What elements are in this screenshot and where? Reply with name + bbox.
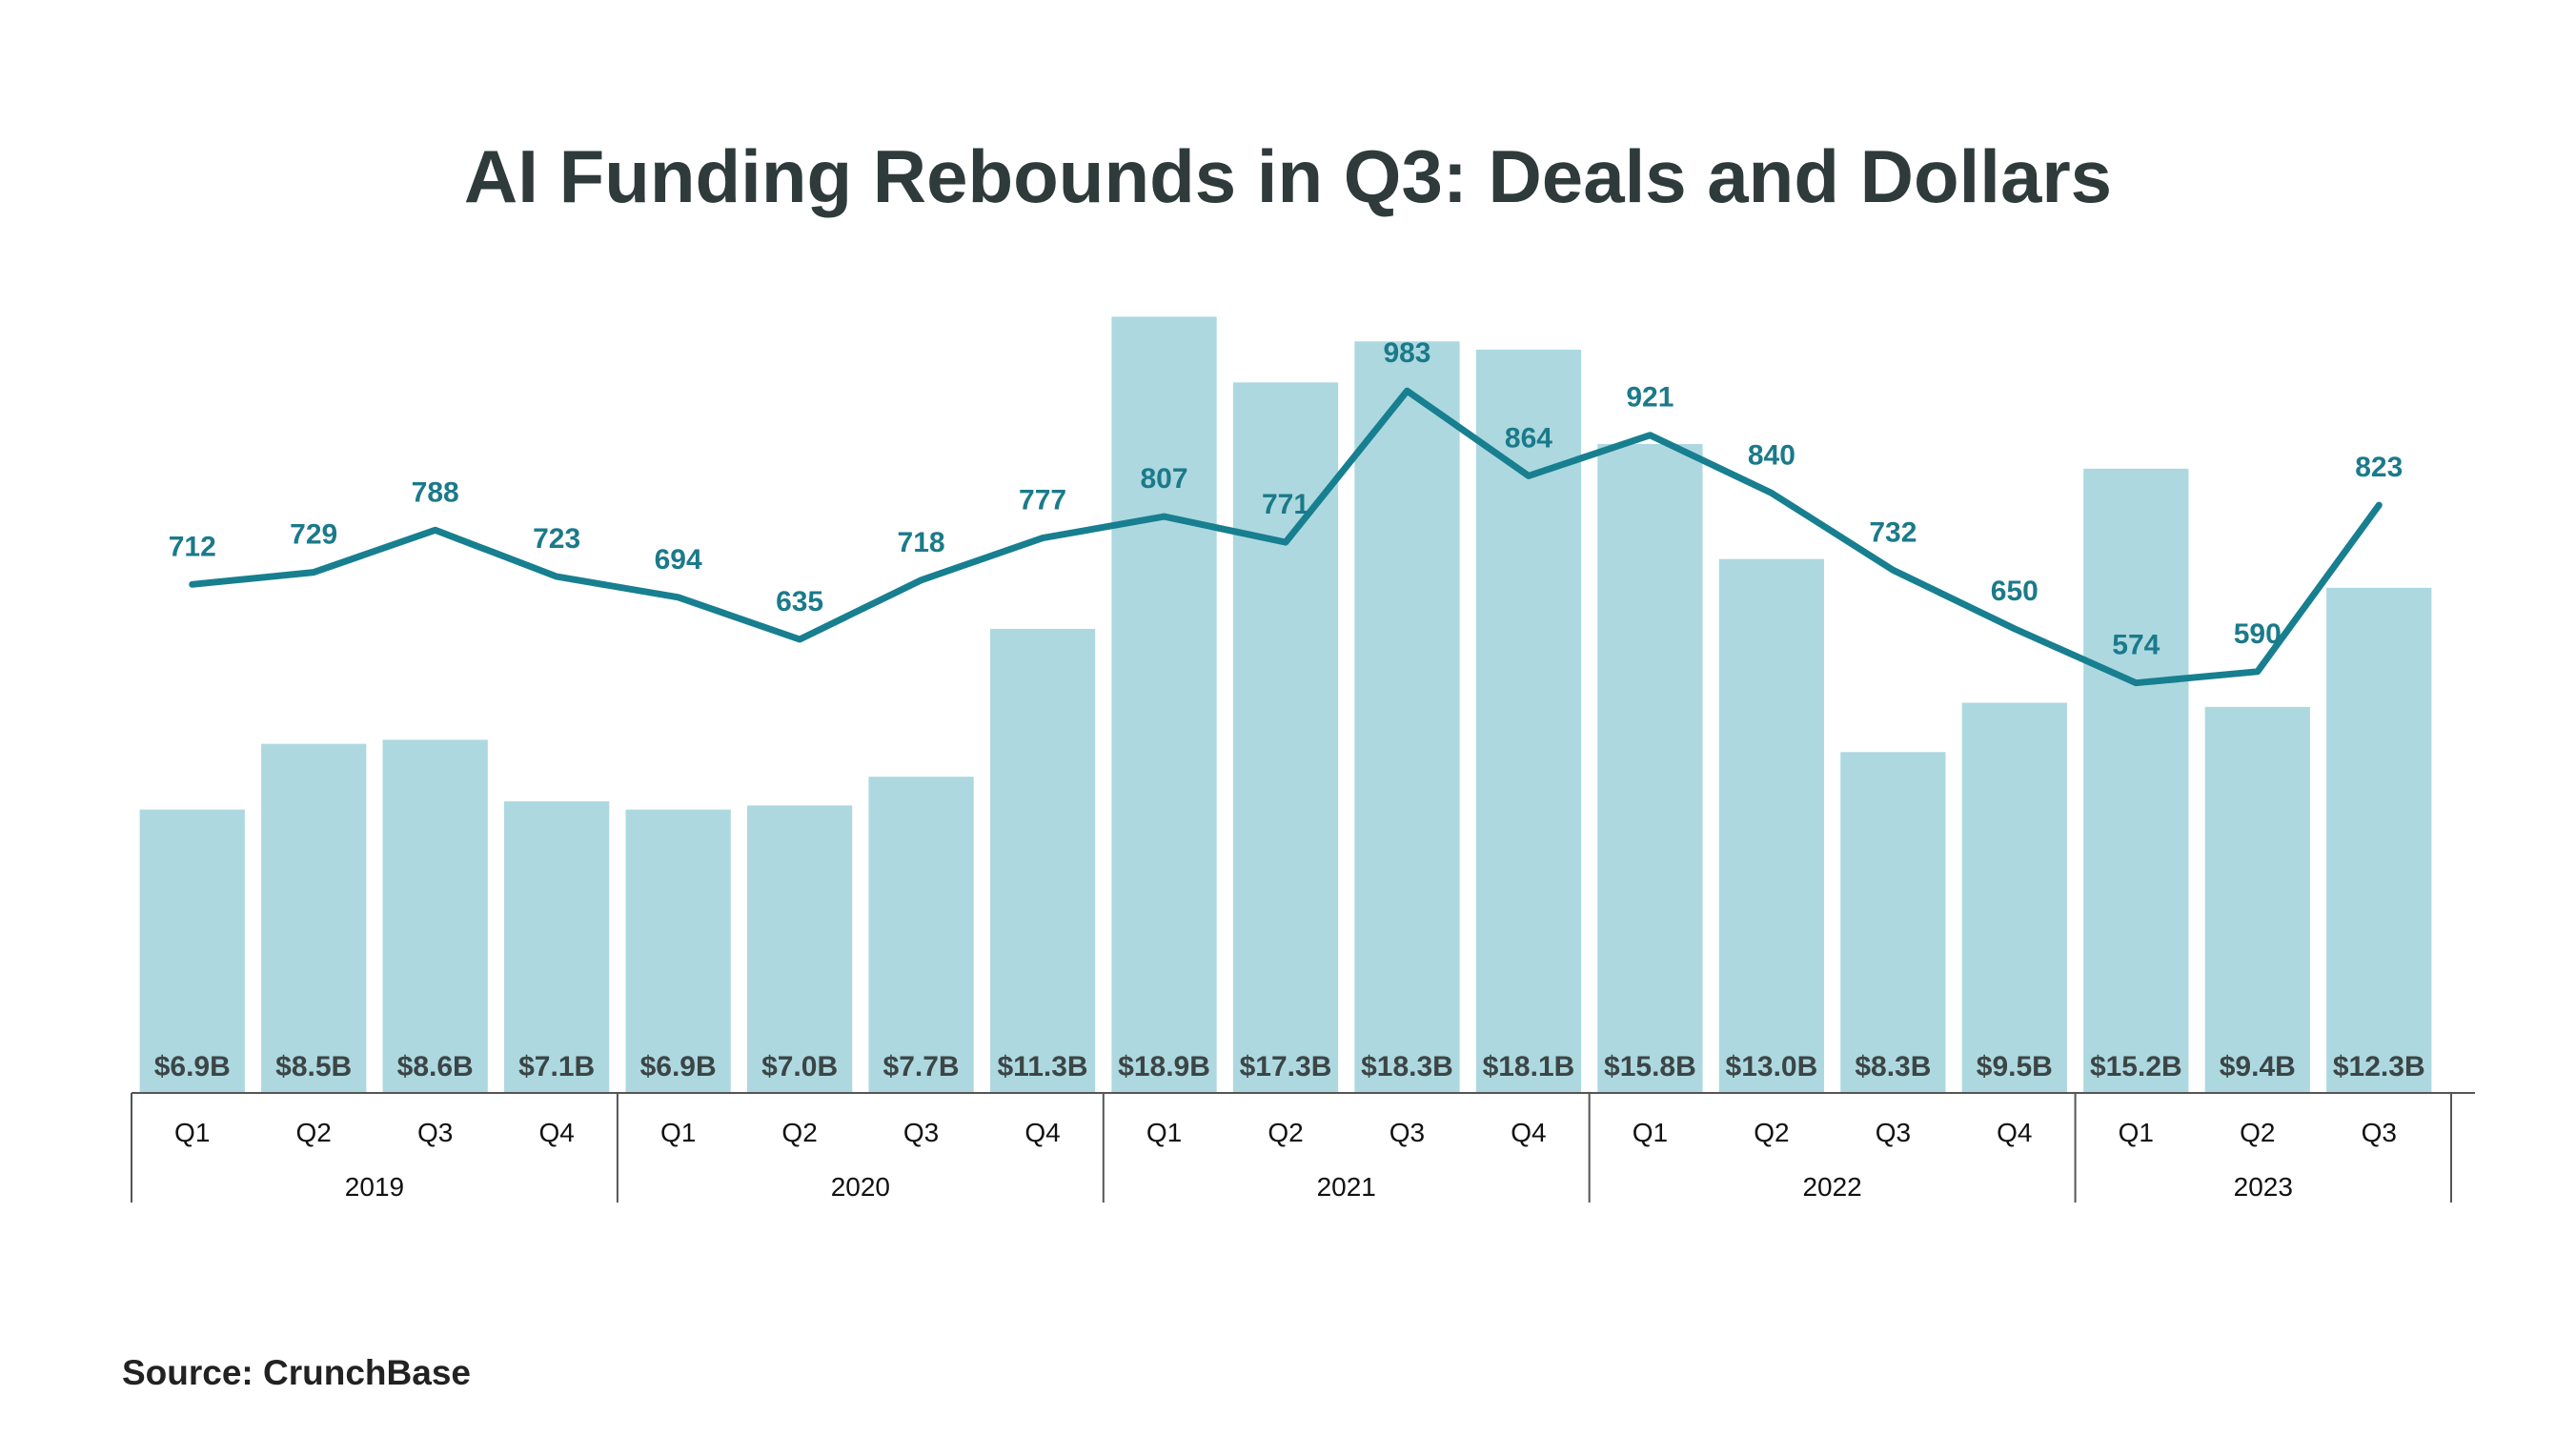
- bar-value-label: $6.9B: [154, 1051, 231, 1082]
- quarter-tick-label: Q3: [417, 1118, 453, 1147]
- bar: [139, 809, 245, 1093]
- year-label: 2020: [831, 1172, 890, 1202]
- quarter-tick-label: Q1: [660, 1118, 696, 1147]
- quarter-tick-label: Q4: [1997, 1118, 2032, 1147]
- bar: [261, 743, 367, 1093]
- bar-value-label: $9.4B: [2220, 1051, 2296, 1082]
- quarter-tick-label: Q4: [1511, 1118, 1546, 1147]
- bar-value-label: $18.1B: [1483, 1051, 1575, 1082]
- quarter-tick-label: Q3: [1876, 1118, 1911, 1147]
- quarter-tick-label: Q1: [1146, 1118, 1182, 1147]
- bar: [504, 800, 610, 1093]
- chart-title: AI Funding Rebounds in Q3: Deals and Dol…: [463, 134, 2113, 218]
- bar-value-label: $15.8B: [1604, 1051, 1696, 1082]
- bar: [2326, 587, 2432, 1093]
- bar-value-label: $9.5B: [1977, 1051, 2053, 1082]
- bar-value-label: $8.5B: [275, 1051, 352, 1082]
- year-label: 2019: [345, 1172, 404, 1202]
- bar-value-label: $13.0B: [1726, 1051, 1818, 1082]
- bar-value-label: $7.1B: [518, 1051, 595, 1082]
- bar: [1354, 341, 1460, 1093]
- bar: [1718, 558, 1825, 1093]
- deal-count-label: 590: [2234, 618, 2282, 650]
- line-layer: 712 729 788 723 694 635 718 777 807 771 983 864 921 8…: [169, 337, 2403, 687]
- source-note: Source: CrunchBase: [122, 1353, 471, 1392]
- deal-count-label: 807: [1140, 463, 1187, 495]
- bar: [1840, 752, 1946, 1093]
- bar: [2204, 706, 2310, 1093]
- deal-count-label: 840: [1748, 439, 1795, 471]
- bar-value-label: $11.3B: [998, 1051, 1088, 1082]
- bar: [1597, 444, 1703, 1093]
- bar: [625, 809, 731, 1093]
- quarter-tick-label: Q3: [1389, 1118, 1425, 1147]
- deal-count-label: 983: [1383, 337, 1430, 369]
- bar-value-label: $8.3B: [1855, 1051, 1931, 1082]
- quarter-tick-label: Q2: [1268, 1118, 1303, 1147]
- deal-count-label: 788: [412, 476, 459, 508]
- deal-count-label: 771: [1262, 489, 1309, 520]
- quarter-tick-label: Q1: [1633, 1118, 1668, 1147]
- quarter-tick-label: Q4: [538, 1118, 574, 1147]
- bar: [868, 777, 974, 1093]
- deal-count-label: 574: [2112, 630, 2160, 661]
- deal-count-label: 635: [776, 586, 823, 617]
- bar: [1961, 702, 2067, 1093]
- deal-count-label: 712: [169, 531, 216, 562]
- quarter-tick-label: Q1: [174, 1118, 210, 1147]
- bar-value-label: $8.6B: [397, 1051, 474, 1082]
- deal-count-label: 729: [290, 519, 337, 551]
- bar-value-label: $12.3B: [2333, 1051, 2425, 1082]
- bar-value-label: $7.0B: [761, 1051, 838, 1082]
- bar-value-label: $15.2B: [2090, 1051, 2182, 1082]
- deal-count-label: 777: [1019, 485, 1066, 516]
- bar-value-label: $6.9B: [640, 1051, 717, 1082]
- deal-count-label: 864: [1505, 422, 1552, 454]
- quarter-tick-label: Q3: [2362, 1118, 2397, 1147]
- bar-value-label: $18.3B: [1361, 1051, 1453, 1082]
- deal-count-label: 921: [1626, 382, 1673, 414]
- quarter-tick-label: Q2: [2240, 1118, 2275, 1147]
- bar: [1111, 316, 1217, 1093]
- bar: [989, 628, 1096, 1093]
- bar: [746, 805, 853, 1093]
- quarter-tick-label: Q2: [781, 1118, 817, 1147]
- deal-count-label: 823: [2355, 452, 2403, 483]
- year-label: 2021: [1317, 1172, 1376, 1202]
- quarter-tick-label: Q4: [1024, 1118, 1060, 1147]
- deal-count-label: 723: [533, 523, 580, 555]
- bar-value-label: $17.3B: [1240, 1051, 1332, 1082]
- quarter-tick-label: Q2: [296, 1118, 332, 1147]
- quarter-tick-label: Q2: [1754, 1118, 1789, 1147]
- bar-value-label: $18.9B: [1118, 1051, 1210, 1082]
- quarter-tick-label: Q3: [903, 1118, 939, 1147]
- bar-value-label: $7.7B: [883, 1051, 960, 1082]
- bars-layer: $6.9B $8.5B $8.6B $7.1B $6.9B $7.0B $7.7B $11.3…: [139, 316, 2432, 1093]
- deal-count-label: 694: [655, 544, 702, 576]
- deal-count-label: 650: [1991, 576, 2038, 607]
- deal-count-line: [189, 387, 2383, 687]
- deal-count-label: 732: [1869, 516, 1917, 548]
- quarter-tick-label: Q1: [2119, 1118, 2154, 1147]
- year-label: 2022: [1802, 1172, 1861, 1202]
- deal-count-label: 718: [898, 527, 945, 558]
- x-axis: Q1 Q2 Q3 Q4 2019 Q1 Q2 Q3 Q4 2020 Q1 Q2 Q3 Q4 2021 Q1 Q2…: [131, 1092, 2475, 1203]
- bar: [382, 739, 488, 1093]
- bar: [2083, 468, 2189, 1093]
- year-label: 2023: [2234, 1172, 2293, 1202]
